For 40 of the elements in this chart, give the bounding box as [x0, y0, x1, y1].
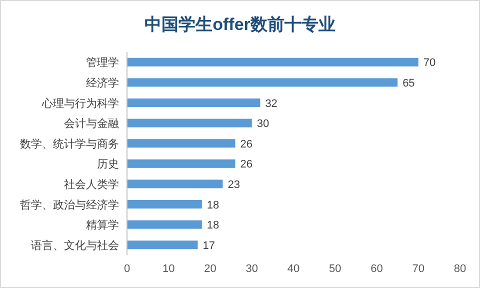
bar: [127, 180, 223, 188]
x-tick-label: 60: [370, 263, 383, 275]
y-tick-label: 数学、统计学与商务: [20, 137, 119, 150]
y-tick-label: 管理学: [86, 57, 119, 70]
data-label: 17: [202, 240, 216, 252]
y-tick-label: 会计与金融: [64, 117, 119, 130]
y-tick-label: 哲学、政治与经济学: [20, 198, 119, 212]
data-label: 18: [206, 199, 220, 212]
x-tick-label: 50: [329, 263, 342, 275]
x-tick-label: 30: [246, 263, 258, 275]
data-label: 32: [265, 98, 278, 110]
bar: [127, 118, 252, 128]
x-tick-label: 10: [162, 263, 175, 275]
x-tick-label: 0: [124, 263, 130, 275]
y-tick-label: 历史: [97, 158, 119, 171]
y-tick-label: 精算学: [86, 220, 119, 232]
data-label: 18: [206, 220, 220, 232]
data-label: 65: [402, 77, 415, 90]
y-tick-label: 社会人类学: [64, 178, 119, 191]
x-tick-label: 80: [454, 263, 466, 275]
y-tick-label: 心理与行为科学: [41, 96, 119, 110]
bar: [127, 139, 236, 148]
data-label: 26: [240, 158, 252, 171]
x-tick-label: 20: [204, 263, 216, 275]
data-label: 23: [228, 178, 240, 191]
y-tick-label: 语言、文化与社会: [31, 238, 119, 252]
bar: [127, 200, 202, 209]
bar: [127, 220, 202, 229]
bar: [127, 78, 398, 87]
data-label: 30: [256, 118, 270, 130]
data-label: 26: [240, 138, 252, 150]
data-label: 70: [423, 57, 436, 70]
chart-title: 中国学生offer数前十专业: [144, 15, 336, 34]
bar: [127, 58, 418, 66]
x-tick-label: 70: [412, 263, 424, 275]
bar: [127, 98, 260, 108]
bar: [127, 240, 198, 250]
x-tick-label: 40: [287, 263, 300, 275]
y-tick-label: 经济学: [86, 76, 119, 90]
bar: [127, 159, 236, 168]
